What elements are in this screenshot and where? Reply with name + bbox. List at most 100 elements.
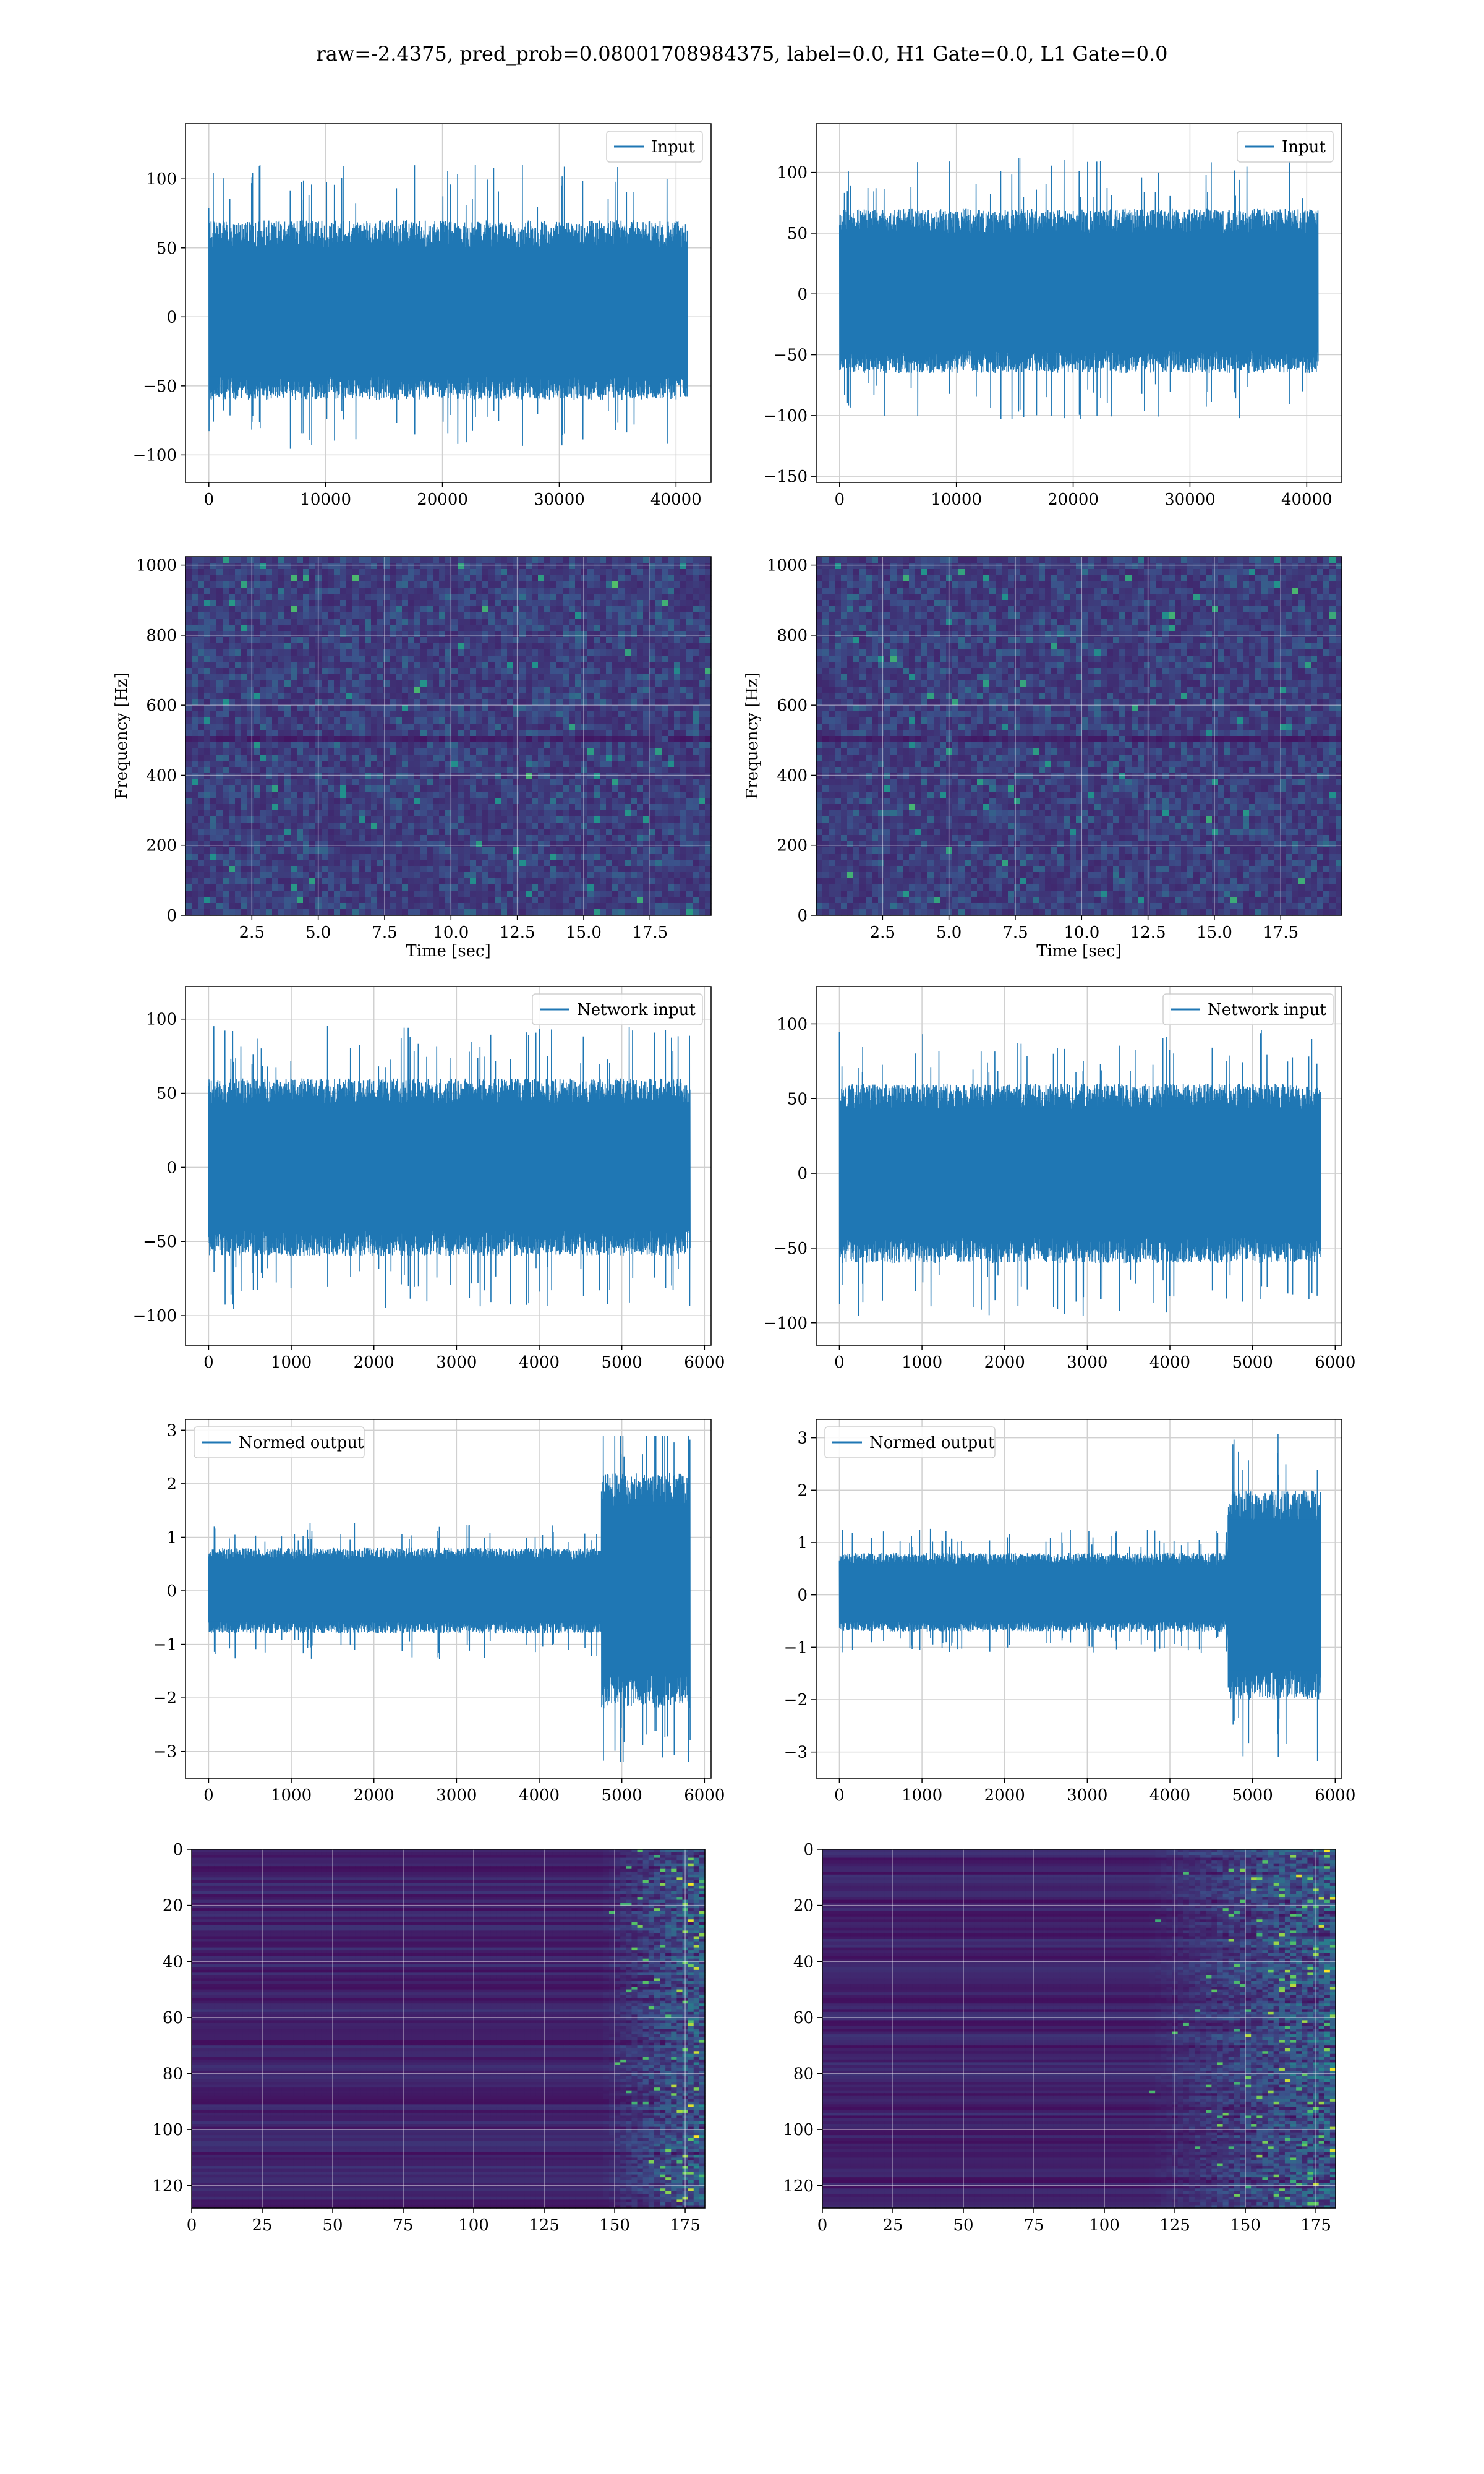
heatmap-cell xyxy=(291,884,297,891)
heatmap-cell xyxy=(526,816,532,823)
heatmap-cell xyxy=(464,717,471,724)
heatmap-cell xyxy=(210,643,217,650)
heatmap-cell xyxy=(482,748,489,755)
heatmap-cell xyxy=(352,866,359,873)
heatmap-cell xyxy=(501,823,508,829)
heatmap-cell xyxy=(451,792,458,798)
heatmap-cell xyxy=(550,897,557,904)
heatmap-cell xyxy=(309,687,316,693)
heatmap-cell xyxy=(693,575,699,582)
heatmap-cell xyxy=(556,649,563,656)
heatmap-cell xyxy=(186,724,192,730)
heatmap-cell xyxy=(272,649,279,656)
heatmap-cell xyxy=(643,618,650,625)
heatmap-cell xyxy=(575,631,582,638)
heatmap-cell xyxy=(631,823,638,829)
heatmap-cell xyxy=(458,693,464,700)
heatmap-cell xyxy=(371,773,378,780)
heatmap-cell xyxy=(186,575,192,582)
heatmap-cell xyxy=(612,656,619,662)
heatmap-cell xyxy=(291,699,297,706)
heatmap-cell xyxy=(606,631,613,638)
heatmap-cell xyxy=(198,792,205,798)
heatmap-cell xyxy=(458,854,464,860)
heatmap-cell xyxy=(575,785,582,792)
heatmap-cell xyxy=(210,662,217,669)
heatmap-cells xyxy=(186,557,712,916)
heatmap-cell xyxy=(544,866,551,873)
heatmap-cell xyxy=(402,884,409,891)
heatmap-cell xyxy=(433,841,440,848)
heatmap-cell xyxy=(538,668,545,675)
heatmap-cell xyxy=(606,575,613,582)
heatmap-cell xyxy=(606,761,613,768)
heatmap-cell xyxy=(625,563,631,570)
heatmap-cell xyxy=(359,773,365,780)
heatmap-cell xyxy=(569,755,576,761)
heatmap-cell xyxy=(699,631,706,638)
heatmap-cell xyxy=(346,742,353,749)
heatmap-cell xyxy=(427,612,433,619)
heatmap-cell xyxy=(482,631,489,638)
heatmap-cell xyxy=(606,866,613,873)
heatmap-cell xyxy=(223,736,229,743)
heatmap-cell xyxy=(668,897,675,904)
heatmap-cell xyxy=(544,779,551,786)
heatmap-cell xyxy=(278,606,285,613)
heatmap-cell xyxy=(699,687,706,693)
heatmap-cell xyxy=(693,798,699,805)
heatmap-cell xyxy=(575,581,582,588)
heatmap-cell xyxy=(322,835,328,842)
heatmap-cell xyxy=(655,717,662,724)
heatmap-cell xyxy=(254,798,260,805)
heatmap-cell xyxy=(686,860,693,867)
heatmap-cell xyxy=(519,829,526,836)
heatmap-cell xyxy=(544,736,551,743)
heatmap-cell xyxy=(340,829,347,836)
heatmap-cell xyxy=(705,724,712,730)
heatmap-cell xyxy=(699,656,706,662)
heatmap-cell xyxy=(662,798,668,805)
heatmap-cell xyxy=(334,847,341,854)
heatmap-cell xyxy=(464,668,471,675)
heatmap-cell xyxy=(693,829,699,836)
heatmap-cell xyxy=(686,798,693,805)
heatmap-cell xyxy=(390,773,396,780)
heatmap-cell xyxy=(631,612,638,619)
heatmap-cell xyxy=(600,618,607,625)
heatmap-cell xyxy=(260,773,267,780)
heatmap-cell xyxy=(254,668,260,675)
heatmap-cell xyxy=(482,699,489,706)
heatmap-cell xyxy=(470,860,477,867)
heatmap-cell xyxy=(488,755,495,761)
heatmap-cell xyxy=(458,878,464,885)
heatmap-cell xyxy=(488,847,495,854)
heatmap-cell xyxy=(575,736,582,743)
heatmap-cell xyxy=(668,588,675,594)
heatmap-cell xyxy=(470,773,477,780)
heatmap-cell xyxy=(223,816,229,823)
heatmap-cell xyxy=(260,705,267,712)
heatmap-cell xyxy=(439,736,446,743)
heatmap-cell xyxy=(464,748,471,755)
heatmap-cell xyxy=(686,767,693,774)
heatmap-cell xyxy=(229,557,236,563)
heatmap-cell xyxy=(655,736,662,743)
heatmap-cell xyxy=(241,767,248,774)
heatmap-cell xyxy=(247,588,254,594)
heatmap-cell xyxy=(439,897,446,904)
heatmap-cell xyxy=(470,662,477,669)
heatmap-cell xyxy=(291,835,297,842)
heatmap-cell xyxy=(303,569,310,576)
heatmap-cell xyxy=(247,909,254,916)
heatmap-cell xyxy=(297,748,304,755)
heatmap-cell xyxy=(303,674,310,681)
heatmap-cell xyxy=(396,823,403,829)
heatmap-cell xyxy=(223,649,229,656)
heatmap-cell xyxy=(278,705,285,712)
heatmap-cell xyxy=(631,637,638,644)
heatmap-cell xyxy=(346,810,353,817)
heatmap-cell xyxy=(631,804,638,811)
heatmap-cell xyxy=(699,798,706,805)
heatmap-cell xyxy=(359,779,365,786)
